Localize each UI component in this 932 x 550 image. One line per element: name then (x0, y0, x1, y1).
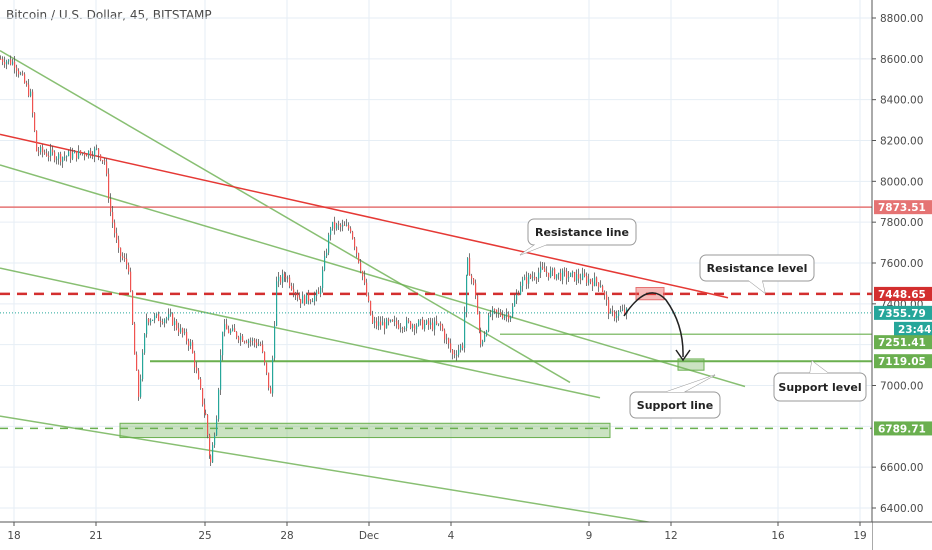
support-trendline-2[interactable] (0, 267, 601, 399)
svg-text:7873.51: 7873.51 (878, 202, 926, 214)
x-tick-label: 16 (771, 530, 785, 542)
y-tick-label: 8800.00 (880, 13, 923, 25)
support-target-box[interactable] (677, 358, 705, 371)
arrowhead-icon (675, 349, 691, 362)
x-tick-label: Dec (359, 530, 380, 542)
x-tick-label: 25 (198, 530, 211, 542)
resistance-line-callout[interactable]: Resistance line (519, 218, 637, 256)
candles (0, 55, 628, 466)
x-tick-label: 19 (853, 530, 866, 542)
resistance-level-callout[interactable]: Resistance level (699, 254, 815, 295)
svg-text:Support line: Support line (637, 399, 713, 412)
svg-text:Resistance level: Resistance level (707, 262, 808, 275)
svg-text:Support level: Support level (778, 381, 861, 394)
y-tick-label: 8000.00 (880, 176, 923, 188)
time-axis[interactable]: 18 21 25 28 Dec 4 9 12 16 19 (0, 521, 932, 550)
x-tick-label: 12 (664, 530, 677, 542)
svg-text:7119.05: 7119.05 (878, 356, 926, 368)
support-trendline-0[interactable] (0, 50, 571, 384)
grid (0, 0, 872, 522)
y-tick-label: 6400.00 (880, 503, 923, 515)
y-tick-label: 7600.00 (880, 258, 923, 270)
svg-text:7355.79: 7355.79 (878, 308, 926, 320)
support-line-callout[interactable]: Support line (629, 374, 721, 419)
support-trendline-1[interactable] (0, 164, 746, 388)
svg-text:Resistance line: Resistance line (535, 226, 629, 239)
y-tick-label: 8200.00 (880, 136, 923, 148)
support-trendline-3[interactable] (0, 415, 701, 532)
price-tag-current-price: 7355.79 (874, 305, 932, 320)
price-axis[interactable]: 8800.00 8600.00 8400.00 8200.00 8000.00 7800.… (871, 0, 932, 550)
x-tick-label: 4 (448, 530, 455, 542)
price-tag-resistance-level-dashed: 7448.65 (874, 286, 932, 301)
projection-arrow[interactable] (623, 292, 684, 358)
y-tick-label: 8600.00 (880, 54, 923, 66)
y-tick-label: 8400.00 (880, 95, 923, 107)
price-tag-bar-countdown: 23:44 (894, 321, 932, 336)
x-tick-label: 21 (89, 530, 102, 542)
svg-text:23:44: 23:44 (898, 324, 931, 336)
x-tick-label: 28 (280, 530, 293, 542)
svg-text:6789.71: 6789.71 (878, 423, 926, 435)
price-tag-support-horizontal: 7251.41 (874, 335, 932, 350)
y-tick-label: 7000.00 (880, 381, 923, 393)
svg-text:7448.65: 7448.65 (878, 289, 926, 301)
price-tag-support-level: 7119.05 (874, 354, 932, 369)
price-tag-resistance-level-horizontal: 7873.51 (874, 200, 932, 215)
x-tick-label: 18 (7, 530, 20, 542)
svg-text:7251.41: 7251.41 (878, 337, 926, 349)
price-tag-support-zone-dashed: 6789.71 (874, 421, 932, 436)
support-level-callout[interactable]: Support level (773, 360, 867, 402)
x-tick-label: 9 (586, 530, 593, 542)
resistance-trendline[interactable] (0, 133, 729, 299)
y-tick-label: 6600.00 (880, 462, 923, 474)
y-tick-label: 7800.00 (880, 217, 923, 229)
support-zone[interactable] (119, 422, 611, 439)
